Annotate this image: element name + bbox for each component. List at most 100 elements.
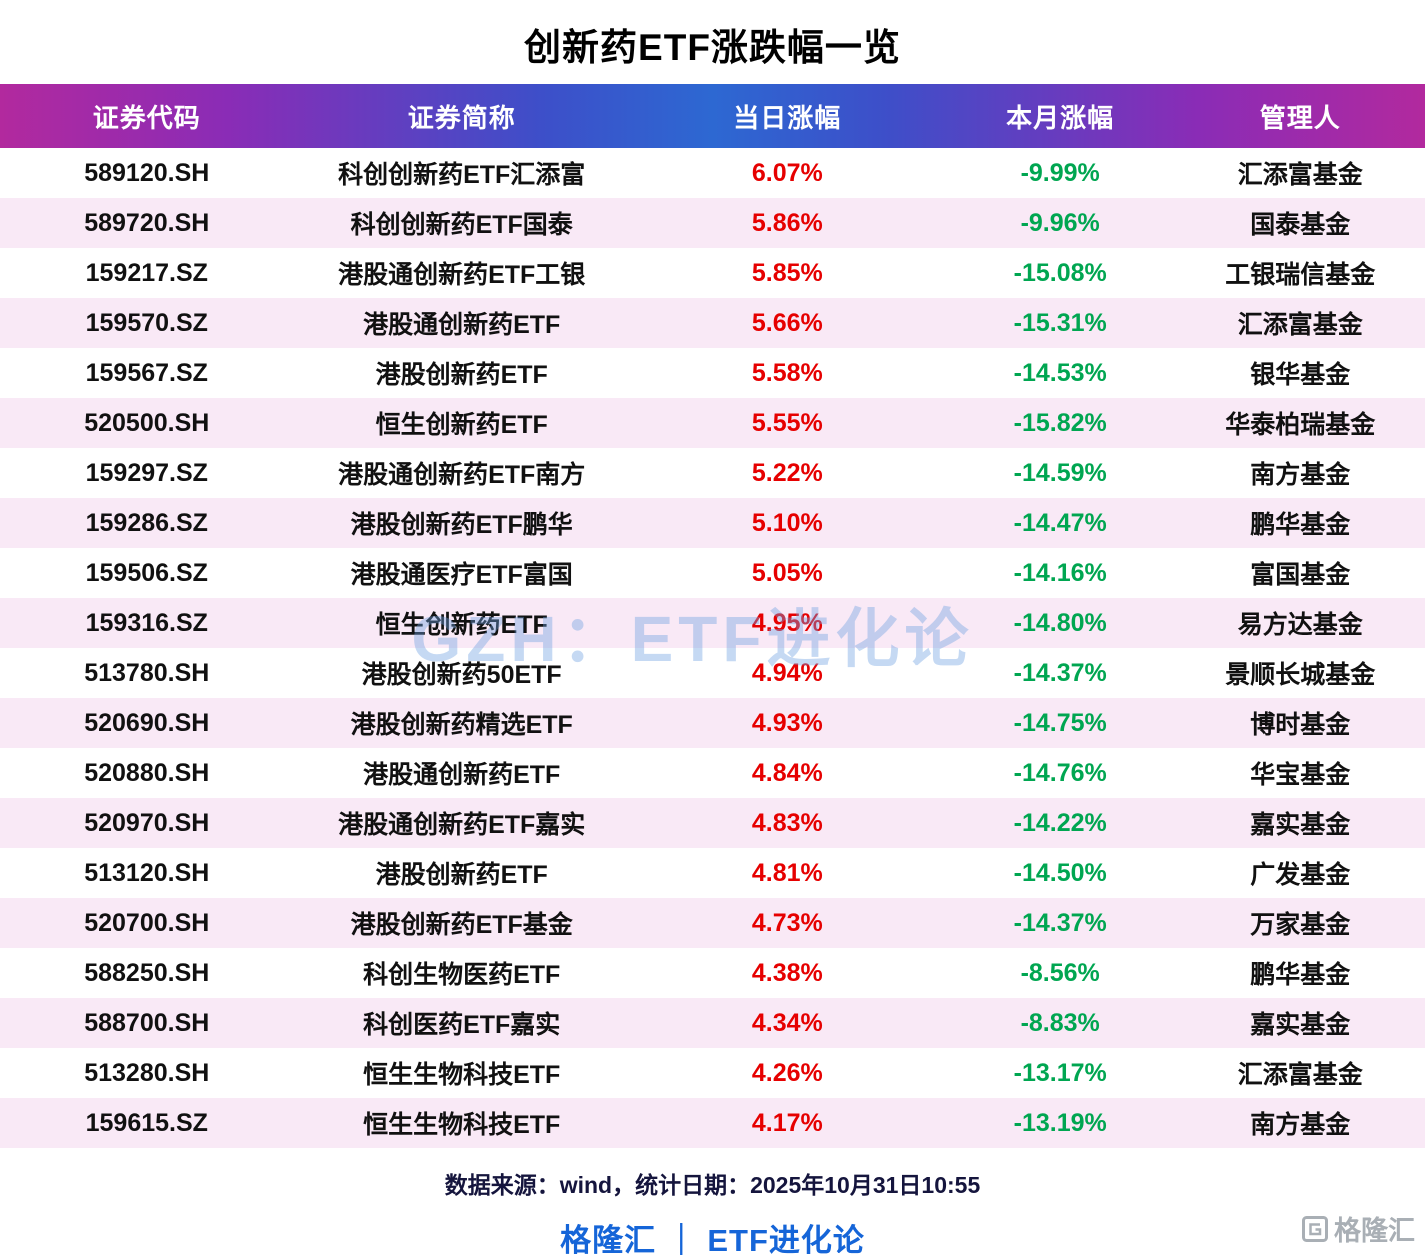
table-row: 520690.SH 港股创新药精选ETF 4.93% -14.75% 博时基金 (0, 698, 1425, 748)
cell-monthly: -14.53% (1013, 358, 1107, 387)
cell-daily: 5.22% (751, 458, 823, 487)
data-source-line: 数据来源：wind，统计日期：2025年10月31日10:55 (444, 1172, 981, 1198)
cell-manager: 鹏华基金 (1250, 511, 1351, 539)
gelonghui-logo-icon (1302, 1215, 1328, 1242)
table-row: 159506.SZ 港股通医疗ETF富国 5.05% -14.16% 富国基金 (0, 548, 1425, 598)
cell-name: 港股创新药ETF (375, 361, 548, 389)
table-row: 159570.SZ 港股通创新药ETF 5.66% -15.31% 汇添富基金 (0, 298, 1425, 348)
cell-daily: 4.17% (751, 1108, 823, 1137)
cell-manager: 华泰柏瑞基金 (1225, 411, 1376, 439)
cell-code: 159506.SZ (85, 558, 208, 587)
cell-monthly: -14.16% (1013, 558, 1107, 587)
cell-name: 港股创新药ETF (375, 861, 548, 889)
cell-monthly: -14.76% (1013, 758, 1107, 787)
table-row: 159567.SZ 港股创新药ETF 5.58% -14.53% 银华基金 (0, 348, 1425, 398)
table-row: 159297.SZ 港股通创新药ETF南方 5.22% -14.59% 南方基金 (0, 448, 1425, 498)
cell-code: 159570.SZ (85, 308, 208, 337)
cell-name: 恒生生物科技ETF (363, 1111, 561, 1139)
cell-daily: 5.86% (751, 208, 823, 237)
cell-daily: 4.26% (751, 1058, 823, 1087)
cell-code: 159217.SZ (85, 258, 208, 287)
cell-monthly: -8.56% (1020, 958, 1100, 987)
cell-daily: 5.85% (751, 258, 823, 287)
cell-code: 589720.SH (84, 208, 210, 237)
cell-manager: 景顺长城基金 (1225, 661, 1376, 689)
table-header-row: 证券代码 证券简称 当日涨幅 本月涨幅 管理人 (0, 84, 1425, 148)
cell-code: 159297.SZ (85, 458, 208, 487)
cell-monthly: -9.99% (1020, 158, 1100, 187)
cell-code: 588700.SH (84, 1008, 210, 1037)
table-row: 589120.SH 科创创新药ETF汇添富 6.07% -9.99% 汇添富基金 (0, 148, 1425, 198)
table-row: 520500.SH 恒生创新药ETF 5.55% -15.82% 华泰柏瑞基金 (0, 398, 1425, 448)
page-title: 创新药ETF涨跌幅一览 (524, 27, 901, 68)
cell-name: 科创医药ETF嘉实 (363, 1011, 561, 1039)
column-header: 本月涨幅 (1006, 102, 1115, 133)
column-header: 证券简称 (407, 102, 516, 133)
brand-line: 格隆汇 ｜ ETF进化论 (560, 1223, 865, 1258)
cell-manager: 汇添富基金 (1237, 311, 1363, 339)
cell-name: 港股通创新药ETF (363, 311, 561, 339)
cell-manager: 博时基金 (1250, 711, 1351, 739)
cell-manager: 万家基金 (1250, 911, 1351, 939)
cell-daily: 4.95% (751, 608, 823, 637)
cell-manager: 易方达基金 (1237, 611, 1363, 639)
table-row: 589720.SH 科创创新药ETF国泰 5.86% -9.96% 国泰基金 (0, 198, 1425, 248)
table-row: 513280.SH 恒生生物科技ETF 4.26% -13.17% 汇添富基金 (0, 1048, 1425, 1098)
cell-daily: 4.73% (751, 908, 823, 937)
cell-daily: 4.94% (751, 658, 823, 687)
cell-daily: 5.05% (751, 558, 823, 587)
cell-monthly: -14.59% (1013, 458, 1107, 487)
cell-daily: 5.10% (751, 508, 823, 537)
cell-name: 港股通创新药ETF南方 (338, 461, 586, 489)
cell-daily: 5.55% (751, 408, 823, 437)
cell-code: 159316.SZ (85, 608, 208, 637)
table-row: 520970.SH 港股通创新药ETF嘉实 4.83% -14.22% 嘉实基金 (0, 798, 1425, 848)
cell-monthly: -15.82% (1013, 408, 1107, 437)
cell-monthly: -9.96% (1020, 208, 1100, 237)
cell-manager: 工银瑞信基金 (1225, 261, 1376, 289)
cell-manager: 南方基金 (1250, 461, 1351, 489)
cell-monthly: -15.08% (1013, 258, 1107, 287)
cell-monthly: -8.83% (1020, 1008, 1100, 1037)
table-row: 513780.SH 港股创新药50ETF 4.94% -14.37% 景顺长城基金 (0, 648, 1425, 698)
table-row: 159286.SZ 港股创新药ETF鹏华 5.10% -14.47% 鹏华基金 (0, 498, 1425, 548)
table-body: 589120.SH 科创创新药ETF汇添富 6.07% -9.99% 汇添富基金 5897… (0, 148, 1425, 1148)
cell-name: 港股通医疗ETF富国 (350, 561, 573, 589)
cell-name: 港股通创新药ETF (363, 761, 561, 789)
cell-monthly: -15.31% (1013, 308, 1107, 337)
table-row: 159217.SZ 港股通创新药ETF工银 5.85% -15.08% 工银瑞信基金 (0, 248, 1425, 298)
cell-code: 520880.SH (84, 758, 210, 787)
cell-code: 159286.SZ (85, 508, 208, 537)
cell-manager: 汇添富基金 (1237, 161, 1363, 189)
cell-code: 520970.SH (84, 808, 210, 837)
cell-manager: 南方基金 (1250, 1111, 1351, 1139)
cell-code: 520500.SH (84, 408, 210, 437)
cell-code: 589120.SH (84, 158, 210, 187)
cell-monthly: -14.75% (1013, 708, 1107, 737)
cell-daily: 5.66% (751, 308, 823, 337)
cell-daily: 4.34% (751, 1008, 823, 1037)
cell-monthly: -14.22% (1013, 808, 1107, 837)
gelonghui-logo: 格隆汇 (1301, 1209, 1415, 1248)
etf-table: 证券代码 证券简称 当日涨幅 本月涨幅 管理人 589120.SH 科创创新药ETF汇添富… (0, 84, 1425, 1148)
column-header: 当日涨幅 (733, 102, 842, 133)
cell-manager: 广发基金 (1250, 861, 1351, 889)
column-header: 管理人 (1259, 102, 1341, 133)
cell-name: 港股创新药精选ETF (350, 711, 573, 739)
cell-daily: 6.07% (751, 158, 823, 187)
cell-monthly: -14.37% (1013, 908, 1107, 937)
cell-code: 520690.SH (84, 708, 210, 737)
cell-daily: 4.93% (751, 708, 823, 737)
cell-name: 港股通创新药ETF工银 (338, 261, 586, 289)
cell-code: 513120.SH (84, 858, 210, 887)
table-header: 证券代码 证券简称 当日涨幅 本月涨幅 管理人 (0, 84, 1425, 148)
cell-manager: 富国基金 (1250, 561, 1351, 589)
table-row: 513120.SH 港股创新药ETF 4.81% -14.50% 广发基金 (0, 848, 1425, 898)
column-header: 证券代码 (92, 102, 201, 133)
cell-manager: 鹏华基金 (1250, 961, 1351, 989)
cell-manager: 华宝基金 (1250, 761, 1351, 789)
cell-name: 港股通创新药ETF嘉实 (338, 811, 586, 839)
cell-name: 港股创新药ETF基金 (350, 911, 573, 939)
cell-monthly: -13.19% (1013, 1108, 1107, 1137)
